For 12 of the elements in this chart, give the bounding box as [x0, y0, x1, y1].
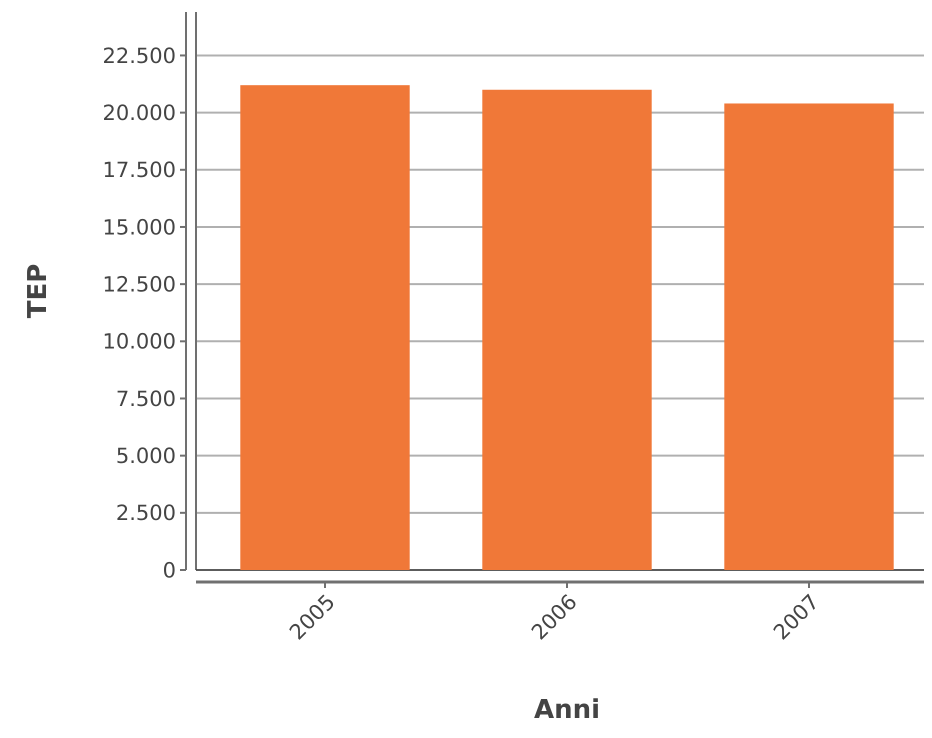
y-tick-label: 10.000 — [102, 330, 176, 354]
y-axis-title: TEP — [23, 264, 53, 318]
y-tick-label: 20.000 — [102, 100, 176, 125]
y-tick-label: 7.500 — [116, 386, 176, 411]
y-tick-label: 22.500 — [102, 44, 176, 68]
x-axis-title: Anni — [534, 695, 600, 725]
y-tick-label: 15.000 — [102, 215, 176, 240]
y-tick-label: 5.000 — [116, 444, 176, 468]
y-tick-label: 17.500 — [102, 158, 176, 182]
y-tick-label: 2.500 — [116, 501, 176, 526]
y-tick-label: 0 — [162, 558, 176, 582]
y-tick-label: 12.500 — [102, 272, 176, 296]
